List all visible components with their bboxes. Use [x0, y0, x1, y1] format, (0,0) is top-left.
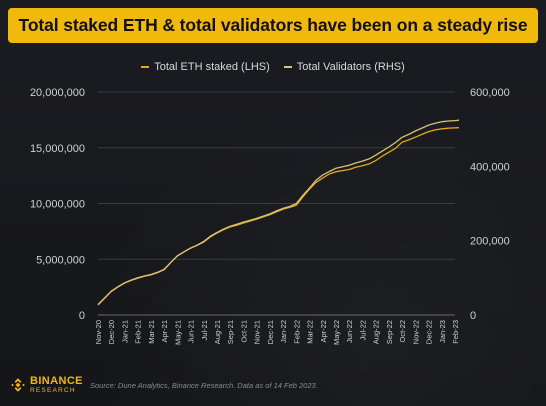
chart-title: Total staked ETH & total validators have… [18, 15, 528, 35]
logo-brand-text: BINANCE [30, 375, 83, 387]
y-right-tick-label: 0 [470, 310, 476, 322]
x-tick-label: Oct-22 [398, 320, 407, 343]
x-tick-label: Apr-21 [160, 320, 169, 343]
x-tick-label: Jun-22 [345, 320, 354, 343]
x-tick-label: Sep-22 [385, 320, 394, 344]
y-right-tick-label: 200,000 [470, 236, 510, 248]
x-tick-label: Nov-20 [94, 320, 103, 344]
y-right-tick-label: 600,000 [470, 87, 510, 99]
legend-label-validators: Total Validators (RHS) [296, 61, 405, 73]
x-tick-label: Aug-21 [213, 320, 222, 344]
series-line-validators [97, 119, 460, 306]
source-note: Source: Dune Analytics, Binance Research… [90, 381, 318, 390]
x-tick-label: Oct-21 [239, 320, 248, 343]
x-tick-label: Nov-21 [253, 320, 262, 344]
binance-logo-icon [11, 378, 25, 393]
series-line-eth-staked [97, 127, 460, 306]
x-tick-label: Jan-22 [279, 320, 288, 343]
x-tick-label: Feb-21 [134, 320, 143, 344]
x-tick-label: Jul-21 [200, 320, 209, 340]
y-right-tick-label: 400,000 [470, 161, 510, 173]
x-tick-label: Feb-22 [292, 320, 301, 344]
x-tick-label: May-21 [173, 320, 182, 345]
legend: Total ETH staked (LHS) Total Validators … [0, 61, 546, 73]
legend-swatch-validators [283, 66, 292, 68]
y-left-tick-label: 15,000,000 [30, 143, 85, 155]
x-tick-label: Nov-22 [411, 320, 420, 344]
binance-research-logo: BINANCE RESEARCH [10, 376, 83, 395]
y-left-tick-label: 0 [79, 310, 85, 322]
y-left-tick-label: 20,000,000 [30, 87, 85, 99]
title-banner: Total staked ETH & total validators have… [8, 8, 538, 43]
x-tick-label: Dec-21 [266, 320, 275, 344]
y-left-tick-label: 10,000,000 [30, 199, 85, 211]
x-tick-label: Jul-22 [358, 320, 367, 340]
x-tick-label: May-22 [332, 320, 341, 345]
x-tick-label: Sep-21 [226, 320, 235, 344]
x-tick-label: Jun-21 [187, 320, 196, 343]
x-tick-label: Apr-22 [319, 320, 328, 343]
legend-item-validators: Total Validators (RHS) [283, 61, 405, 73]
logo-brand-subtext: RESEARCH [30, 387, 76, 394]
y-left-tick-label: 5,000,000 [36, 254, 85, 266]
x-tick-label: Aug-22 [372, 320, 381, 344]
legend-swatch-eth [141, 66, 150, 68]
x-tick-label: Dec-22 [425, 320, 434, 344]
x-tick-label: Mar-21 [147, 320, 156, 344]
x-tick-label: Jan-21 [120, 320, 129, 343]
x-tick-label: Mar-22 [306, 320, 315, 344]
legend-label-eth: Total ETH staked (LHS) [154, 61, 270, 73]
legend-item-eth: Total ETH staked (LHS) [141, 61, 270, 73]
x-tick-label: Dec-20 [107, 320, 116, 344]
x-tick-label: Jan-23 [438, 320, 447, 343]
x-tick-label: Feb-23 [451, 320, 460, 344]
